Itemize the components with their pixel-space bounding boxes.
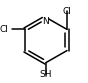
Text: SH: SH (40, 70, 52, 79)
Text: N: N (43, 17, 49, 26)
Text: Cl: Cl (0, 25, 8, 34)
Text: Cl: Cl (63, 7, 71, 16)
